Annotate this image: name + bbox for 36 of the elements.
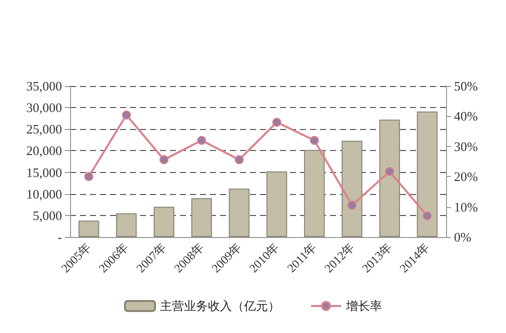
y-tick-label: 25,000: [26, 122, 62, 137]
point: [422, 211, 432, 220]
y-tick-label: 10,000: [26, 186, 62, 202]
bar: [154, 206, 174, 237]
point: [348, 200, 356, 210]
point: [272, 118, 282, 127]
y2-tick-label: 40%: [454, 108, 478, 124]
y2-tick-label: 0%: [454, 230, 472, 244]
bar: [416, 111, 438, 237]
point: [160, 155, 168, 164]
y-tick-label: -: [58, 230, 62, 244]
y-tick-label: 30,000: [26, 100, 62, 116]
bar: [191, 198, 212, 237]
bar: [379, 120, 400, 237]
bar: [228, 188, 250, 237]
y-tick-label: 35,000: [26, 78, 62, 94]
y-tick-label: 5,000: [32, 208, 62, 223]
bar: [304, 150, 325, 237]
point: [197, 136, 206, 145]
y-tick-label: 20,000: [26, 143, 62, 158]
y2-tick-label: 30%: [454, 138, 478, 154]
point: [234, 155, 244, 164]
bar: [78, 220, 100, 237]
y2-tick-label: 20%: [454, 169, 478, 184]
point: [84, 172, 94, 182]
y2-tick-label: 50%: [454, 78, 478, 94]
point: [122, 110, 131, 120]
bar: [342, 140, 362, 237]
bar: [116, 213, 137, 237]
bar: [266, 171, 288, 237]
point: [385, 166, 394, 176]
legend-label: 主营业务收入（亿元）: [160, 299, 280, 313]
y2-tick-label: 10%: [454, 199, 478, 214]
legend-label: 增长率: [345, 299, 382, 313]
point: [310, 136, 319, 145]
y-tick-label: 15,000: [26, 164, 62, 180]
